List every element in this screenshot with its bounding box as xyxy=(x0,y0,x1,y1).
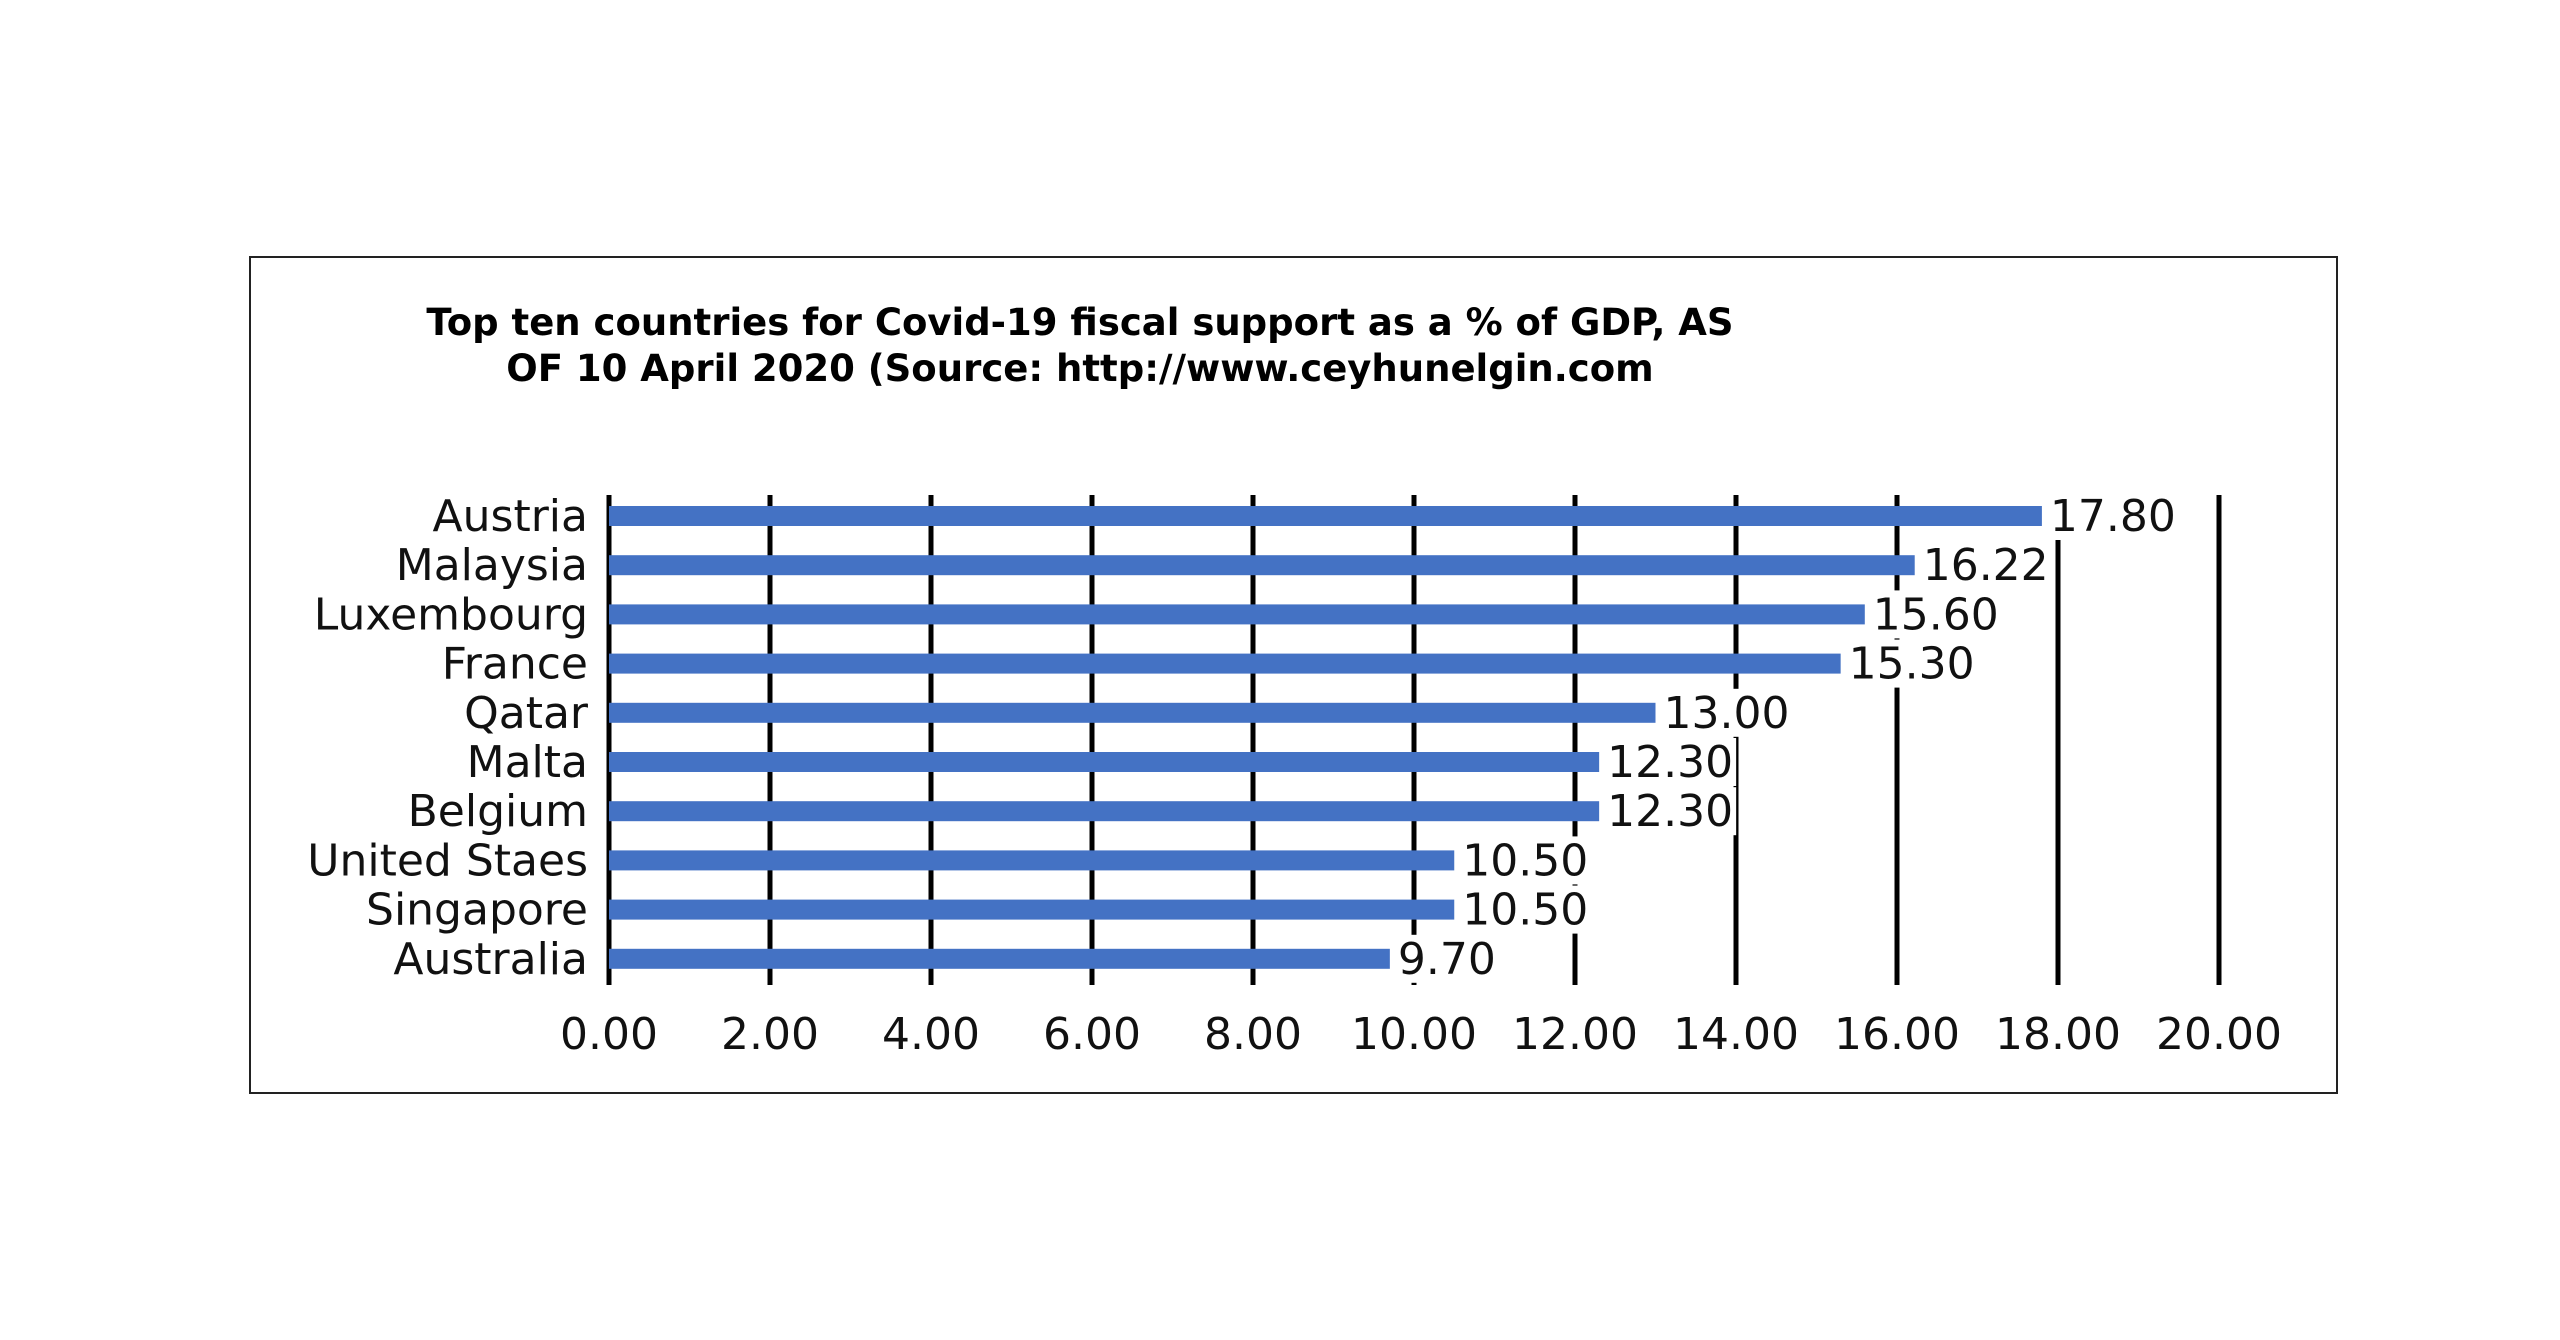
data-label-backdrop xyxy=(2047,492,2179,540)
category-labels: AustriaMalaysiaLuxembourgFranceQatarMalt… xyxy=(307,491,589,985)
x-tick-label: 6.00 xyxy=(1043,1009,1141,1060)
category-label: Malta xyxy=(467,737,588,788)
category-label: Singapore xyxy=(366,885,588,936)
data-labels: 17.8016.2215.6015.3013.0012.3012.3010.50… xyxy=(1395,491,2179,985)
data-label: 9.70 xyxy=(1398,934,1496,985)
x-tick-label: 4.00 xyxy=(882,1009,980,1060)
data-label: 15.30 xyxy=(1849,639,1975,690)
data-label: 16.22 xyxy=(1923,540,2049,591)
chart-title: Top ten countries for Covid-19 fiscal su… xyxy=(426,301,1734,390)
category-label: Australia xyxy=(393,934,588,985)
category-label: Luxembourg xyxy=(314,589,588,640)
data-label-backdrop xyxy=(1395,934,1502,983)
category-label: Malaysia xyxy=(396,540,588,591)
x-tick-label: 18.00 xyxy=(1995,1009,2121,1060)
data-label: 10.50 xyxy=(1462,835,1588,886)
x-tick-label: 14.00 xyxy=(1673,1009,1799,1060)
data-label: 13.00 xyxy=(1664,688,1790,739)
bar xyxy=(609,948,1390,969)
x-tick-label: 16.00 xyxy=(1834,1009,1960,1060)
x-tick-label: 10.00 xyxy=(1351,1009,1477,1060)
bar xyxy=(609,752,1600,772)
data-label: 12.30 xyxy=(1607,737,1733,788)
data-label-backdrop xyxy=(1460,836,1592,885)
bar xyxy=(609,702,1656,723)
x-tick-label: 12.00 xyxy=(1512,1009,1638,1060)
data-label-backdrop xyxy=(1605,738,1737,786)
x-tick-label: 0.00 xyxy=(560,1009,658,1060)
bar xyxy=(609,801,1600,822)
bar xyxy=(609,899,1455,920)
bar xyxy=(609,850,1455,871)
data-label-backdrop xyxy=(1920,541,2052,590)
x-tick-label: 20.00 xyxy=(2156,1009,2282,1060)
data-label-backdrop xyxy=(1605,787,1737,836)
category-label: Austria xyxy=(433,491,588,542)
bar xyxy=(609,653,1841,674)
bar xyxy=(609,604,1865,625)
data-label-backdrop xyxy=(1870,590,2002,639)
data-label-backdrop xyxy=(1661,688,1793,737)
x-tick-label: 8.00 xyxy=(1204,1009,1302,1060)
bar xyxy=(609,555,1915,576)
data-label: 15.60 xyxy=(1873,589,1999,640)
data-label-backdrop xyxy=(1460,885,1592,934)
x-axis-tick-labels: 0.00 2.00 4.00 6.00 8.00 10.00 12.00 14.00 16.00… xyxy=(560,1009,2282,1060)
bar xyxy=(609,506,2042,526)
category-label: Belgium xyxy=(408,786,588,837)
data-label: 17.80 xyxy=(2050,491,2176,542)
category-label: France xyxy=(442,639,588,690)
category-label: United Staes xyxy=(307,835,588,886)
data-label: 10.50 xyxy=(1462,885,1588,936)
bars xyxy=(609,506,2042,969)
x-tick-label: 2.00 xyxy=(721,1009,819,1060)
data-label: 12.30 xyxy=(1607,786,1733,837)
category-label: Qatar xyxy=(464,688,589,739)
data-label-backdrop xyxy=(1846,639,1978,688)
